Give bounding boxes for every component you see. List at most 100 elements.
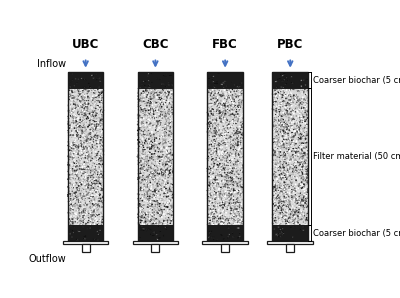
Point — [294, 204, 300, 209]
Point — [293, 106, 299, 111]
Point — [298, 175, 304, 179]
Point — [77, 105, 84, 110]
Point — [215, 173, 221, 178]
Point — [234, 213, 240, 218]
Point — [70, 213, 77, 218]
Point — [207, 186, 214, 191]
Point — [303, 218, 309, 223]
Point — [153, 105, 160, 110]
Point — [304, 214, 310, 218]
Point — [228, 112, 234, 117]
Point — [293, 102, 299, 106]
Point — [207, 107, 214, 111]
Point — [141, 125, 147, 130]
Point — [161, 110, 168, 114]
Point — [98, 183, 104, 188]
Point — [99, 100, 105, 105]
Point — [67, 143, 73, 148]
Point — [206, 116, 212, 120]
Point — [90, 123, 96, 128]
Point — [218, 111, 224, 116]
Point — [274, 146, 281, 151]
Point — [77, 128, 84, 132]
Point — [157, 200, 163, 205]
Point — [145, 172, 151, 177]
Point — [205, 214, 211, 218]
Point — [92, 190, 99, 195]
Point — [282, 175, 288, 180]
Point — [142, 180, 148, 185]
Point — [282, 183, 289, 188]
Point — [161, 207, 167, 212]
Point — [236, 157, 242, 162]
Point — [287, 131, 293, 135]
Point — [216, 194, 223, 198]
Point — [66, 151, 72, 156]
Point — [140, 164, 146, 169]
Point — [79, 176, 85, 181]
Point — [292, 217, 298, 222]
Point — [86, 111, 93, 116]
Point — [231, 159, 238, 164]
Point — [229, 177, 236, 182]
Point — [228, 109, 235, 114]
Point — [282, 118, 289, 123]
Point — [78, 178, 84, 183]
Point — [77, 214, 83, 219]
Point — [213, 153, 219, 157]
Point — [216, 109, 222, 114]
Point — [154, 100, 160, 105]
Point — [146, 188, 152, 193]
Point — [145, 205, 151, 209]
Point — [71, 220, 77, 225]
Point — [156, 118, 163, 123]
Point — [301, 125, 308, 130]
Point — [161, 185, 168, 190]
Point — [286, 141, 293, 146]
Point — [89, 177, 95, 182]
Point — [170, 92, 176, 97]
Point — [213, 195, 220, 199]
Point — [229, 94, 235, 99]
Point — [274, 114, 280, 119]
Point — [274, 141, 281, 146]
Point — [167, 125, 174, 129]
Point — [296, 89, 303, 93]
Point — [77, 93, 84, 97]
Point — [214, 124, 220, 128]
Point — [92, 119, 98, 124]
Point — [292, 105, 298, 110]
Point — [74, 144, 80, 148]
Point — [88, 144, 94, 148]
Point — [236, 161, 242, 165]
Point — [88, 173, 95, 178]
Point — [90, 126, 96, 131]
Point — [272, 194, 278, 199]
Point — [236, 153, 242, 157]
Point — [294, 213, 300, 218]
Point — [83, 215, 90, 220]
Point — [90, 170, 97, 175]
Point — [78, 182, 85, 187]
Point — [221, 133, 227, 138]
Point — [206, 114, 212, 119]
Point — [137, 157, 143, 162]
Point — [135, 90, 142, 95]
Point — [168, 116, 174, 121]
Point — [302, 212, 308, 217]
Point — [220, 195, 226, 200]
Point — [207, 112, 213, 117]
Point — [240, 166, 246, 170]
Point — [208, 135, 215, 140]
Point — [298, 101, 304, 106]
Point — [296, 156, 302, 161]
Point — [144, 135, 150, 139]
Point — [215, 122, 222, 127]
Point — [89, 97, 96, 102]
Point — [159, 206, 166, 211]
Point — [144, 112, 150, 117]
Point — [148, 107, 154, 111]
Point — [235, 90, 241, 94]
Bar — [138, 89, 173, 225]
Point — [226, 171, 232, 176]
